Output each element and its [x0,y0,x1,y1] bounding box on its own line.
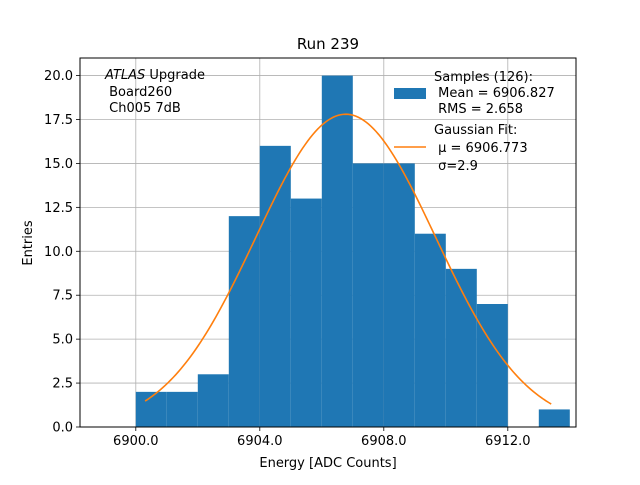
y-tick-label: 15.0 [44,157,73,172]
legend-fit-line-2: μ = 6906.773 [434,141,528,156]
y-tick-label: 10.0 [44,245,73,260]
x-tick-label: 6904.0 [237,434,283,449]
legend-hist-line-3: RMS = 2.658 [434,102,523,117]
annotation-line-3: Ch005 7dB [105,101,181,116]
annotation-line-2: Board260 [105,85,172,100]
legend: Samples (126): Mean = 6906.827 RMS = 2.6… [394,70,555,174]
x-tick-label: 6908.0 [361,434,407,449]
histogram-bar [476,304,508,427]
y-tick-label: 17.5 [44,113,73,128]
histogram-bar [352,163,384,427]
x-tick-label: 6912.0 [485,434,531,449]
histogram-bar [166,391,198,427]
x-axis-ticks: 6900.0 6904.0 6908.0 6912.0 [113,427,531,449]
histogram-bar [321,75,353,428]
histogram-bar [290,198,322,427]
gaussian-fit-curve [144,113,552,405]
legend-hist-line-1: Samples (126): [434,70,533,85]
y-tick-label: 5.0 [52,333,73,348]
histogram-bar [538,409,570,427]
legend-hist-line-2: Mean = 6906.827 [434,86,555,101]
y-tick-label: 2.5 [52,377,73,392]
histogram-bar [383,163,415,427]
histogram-bar [197,374,229,427]
x-tick-label: 6900.0 [113,434,159,449]
histogram-bars [135,75,570,428]
histogram-bar [445,268,477,427]
legend-hist-swatch [394,88,426,99]
y-axis-label: Entries [21,220,36,266]
y-axis-ticks: 0.0 2.5 5.0 7.5 10.0 12.5 15.0 17.5 20.0 [44,69,80,436]
histogram-bar [259,145,291,427]
y-tick-label: 12.5 [44,201,73,216]
y-tick-label: 0.0 [52,421,73,436]
chart-title: Run 239 [297,35,359,53]
y-tick-label: 7.5 [52,289,73,304]
annotation: ATLAS Upgrade Board260 Ch005 7dB [104,68,205,116]
x-axis-label: Energy [ADC Counts] [259,456,396,471]
annotation-line-1: ATLAS Upgrade [104,68,205,83]
histogram-bar [414,233,446,427]
plot-frame [79,57,577,428]
y-tick-label: 20.0 [44,69,73,84]
legend-fit-line-3: σ=2.9 [434,159,478,174]
histogram-bar [228,216,260,427]
legend-fit-line-1: Gaussian Fit: [434,123,517,138]
